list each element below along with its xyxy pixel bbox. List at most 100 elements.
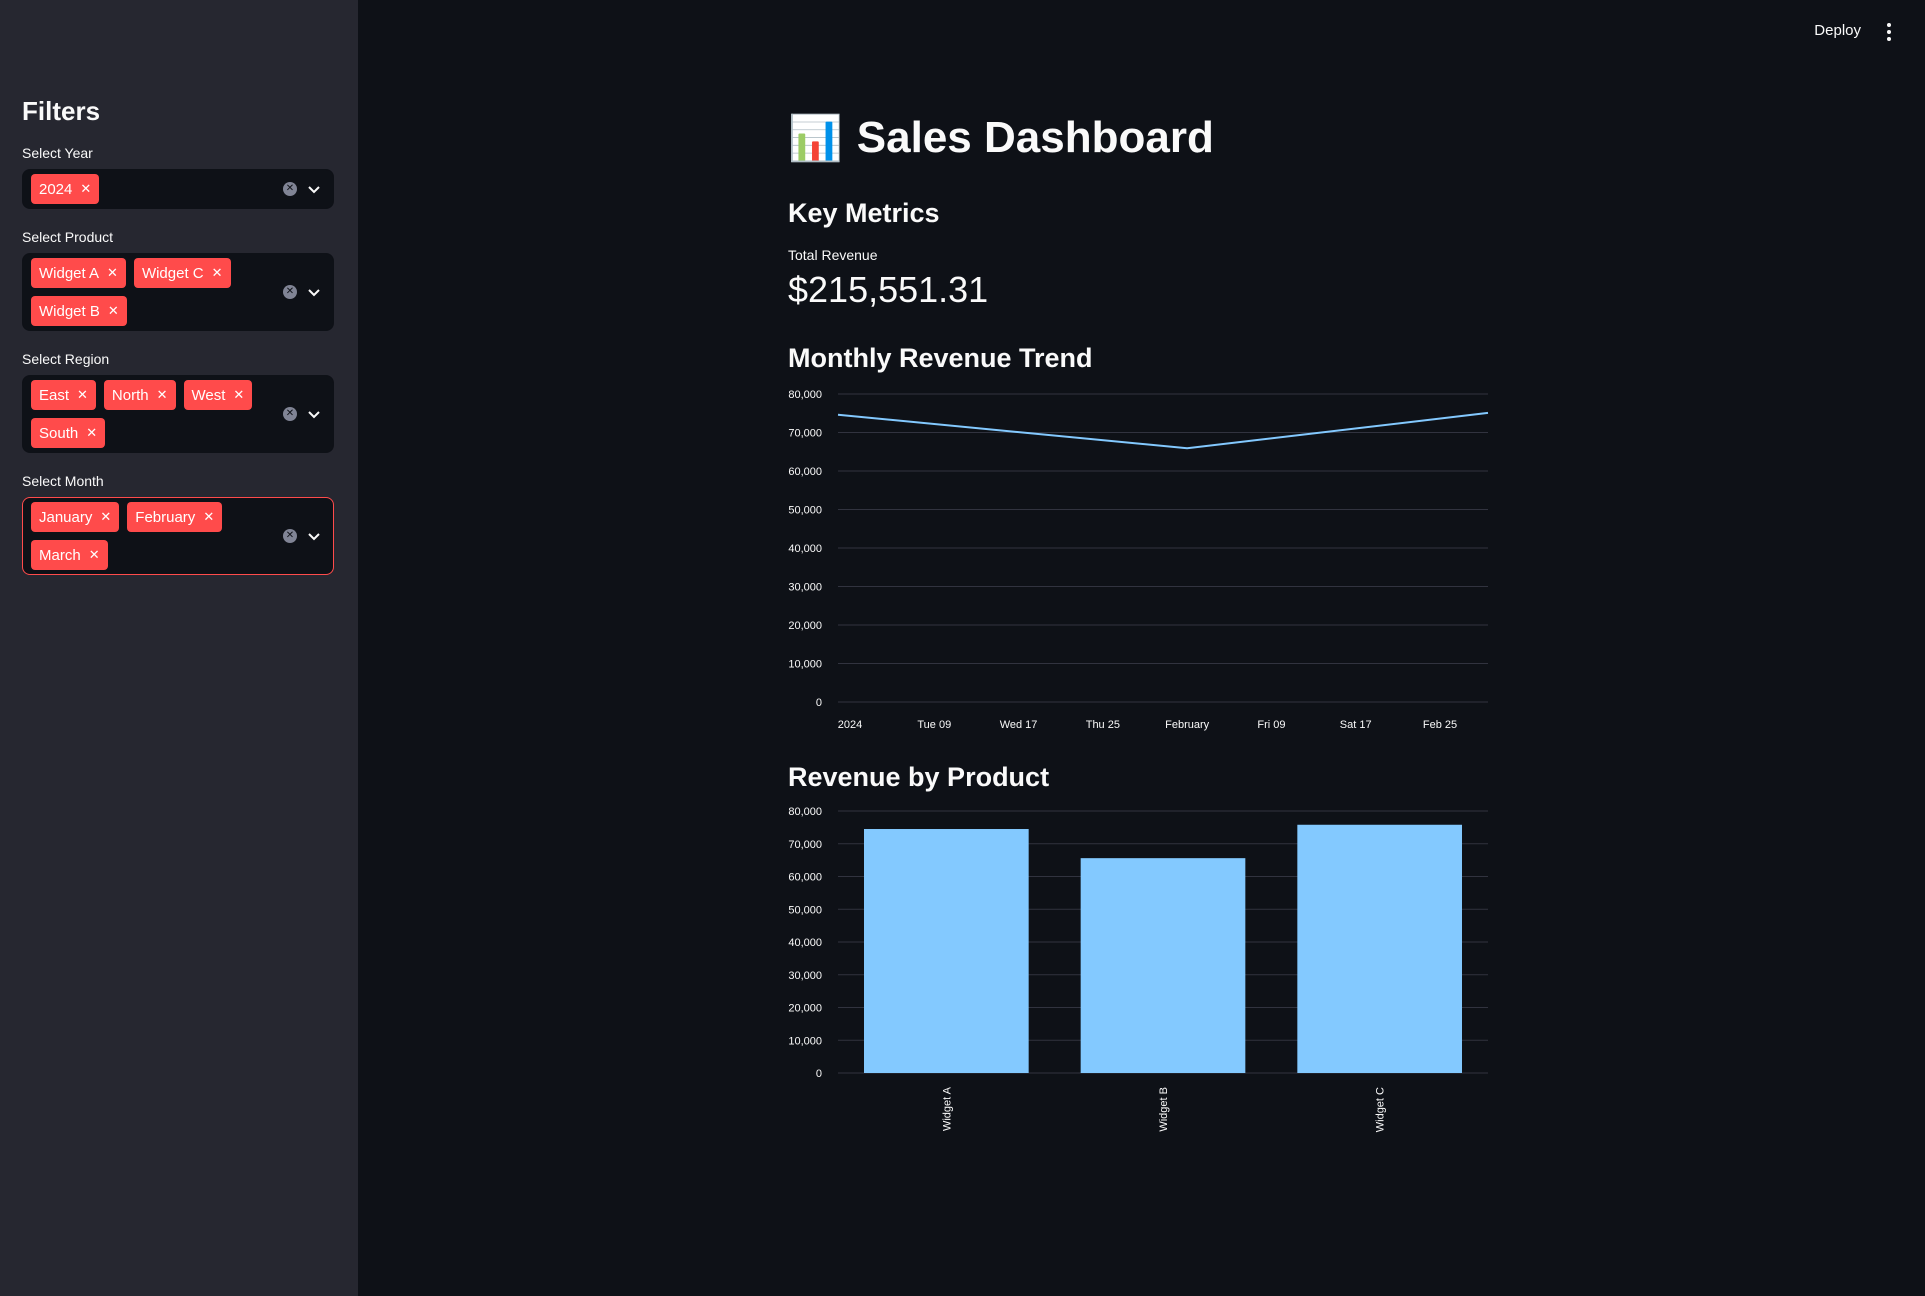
multiselect-select-month[interactable]: January ✕ February ✕ March ✕ ✕ — [22, 497, 334, 575]
page-title: 📊 Sales Dashboard — [788, 110, 1493, 166]
chip-label: Widget B — [39, 302, 100, 320]
product-heading: Revenue by Product — [788, 762, 1050, 792]
selected-chip: South ✕ — [31, 418, 106, 448]
y-tick-label: 50,000 — [788, 904, 822, 916]
selected-chip: January ✕ — [31, 502, 120, 532]
bar-widget-c[interactable] — [1297, 824, 1462, 1073]
selected-chip: Widget C ✕ — [133, 258, 231, 288]
chip-remove-icon[interactable]: ✕ — [86, 425, 98, 440]
y-tick-label: 70,000 — [788, 428, 822, 440]
sidebar: Filters Select Year 2024 ✕ ✕ Select Product W… — [0, 0, 358, 1296]
y-tick-label: 30,000 — [788, 970, 822, 982]
chip-list: January ✕ February ✕ March ✕ — [31, 502, 267, 570]
chip-label: East — [39, 386, 70, 404]
selected-chip: 2024 ✕ — [31, 174, 100, 204]
filter-label: Select Year — [22, 145, 93, 161]
chip-list: East ✕ North ✕ West ✕ South ✕ — [31, 380, 267, 448]
y-tick-label: 40,000 — [788, 543, 822, 555]
x-tick-label: Tue 09 — [917, 719, 951, 731]
chip-remove-icon[interactable]: ✕ — [203, 509, 215, 524]
clear-all-icon[interactable]: ✕ — [283, 285, 297, 299]
kebab-menu-icon[interactable] — [1881, 22, 1897, 42]
selected-chip: West ✕ — [183, 380, 253, 410]
chip-label: March — [39, 546, 81, 564]
line-chart[interactable]: 0 10,000 20,000 30,000 40,000 50,000 60,000 70,… — [788, 384, 1493, 744]
chip-remove-icon[interactable]: ✕ — [211, 265, 223, 280]
x-tick-label: Widget A — [941, 1086, 953, 1131]
main-content: 📊 Sales Dashboard Key Metrics Total Reve… — [788, 110, 1493, 1173]
filter-group: Select Product Widget A ✕ Widget C ✕ Widget B… — [22, 229, 336, 331]
bar-widget-a[interactable] — [864, 829, 1029, 1073]
bar-widget-b[interactable] — [1080, 858, 1246, 1073]
filter-label: Select Month — [22, 473, 104, 489]
multiselect-select-year[interactable]: 2024 ✕ ✕ — [22, 169, 334, 209]
chip-remove-icon[interactable]: ✕ — [100, 509, 112, 524]
y-tick-label: 70,000 — [788, 839, 822, 851]
chevron-down-icon[interactable] — [307, 182, 321, 196]
clear-all-icon[interactable]: ✕ — [283, 182, 297, 196]
chevron-down-icon[interactable] — [307, 529, 321, 543]
y-tick-label: 10,000 — [788, 659, 822, 671]
selected-chip: Widget B ✕ — [31, 296, 127, 326]
y-tick-label: 10,000 — [788, 1035, 822, 1047]
metric-total-revenue: Total Revenue $215,551.31 — [788, 247, 1493, 311]
selected-chip: East ✕ — [31, 380, 96, 410]
y-tick-label: 60,000 — [788, 466, 822, 478]
multiselect-select-product[interactable]: Widget A ✕ Widget C ✕ Widget B ✕ ✕ — [22, 253, 334, 331]
multiselect-select-region[interactable]: East ✕ North ✕ West ✕ South ✕ ✕ — [22, 375, 334, 453]
x-tick-label: February — [1165, 719, 1210, 731]
key-metrics-heading: Key Metrics — [788, 198, 940, 228]
bar-chart[interactable]: 0 10,000 20,000 30,000 40,000 50,000 60,000 70,… — [788, 803, 1493, 1173]
x-tick-label: 2024 — [838, 719, 862, 731]
filter-label: Select Region — [22, 351, 110, 367]
filter-group: Select Region East ✕ North ✕ West ✕ South ✕ ✕ — [22, 351, 336, 453]
chip-label: 2024 — [39, 180, 73, 198]
chip-label: February — [135, 508, 196, 526]
chip-remove-icon[interactable]: ✕ — [107, 303, 119, 318]
chip-remove-icon[interactable]: ✕ — [77, 387, 88, 402]
chip-remove-icon[interactable]: ✕ — [156, 387, 168, 402]
x-tick-label: Wed 17 — [1000, 719, 1038, 731]
chevron-down-icon[interactable] — [307, 407, 321, 421]
chip-label: Widget C — [141, 264, 204, 282]
multiselect-controls: ✕ — [283, 407, 321, 421]
selected-chip: March ✕ — [31, 540, 108, 570]
y-tick-label: 0 — [816, 697, 822, 709]
bar-chart-icon: 📊 — [788, 114, 843, 163]
chip-remove-icon[interactable]: ✕ — [107, 265, 118, 280]
multiselect-controls: ✕ — [283, 182, 321, 196]
deploy-button[interactable]: Deploy — [1814, 22, 1861, 39]
selected-chip: February ✕ — [127, 502, 223, 532]
clear-all-icon[interactable]: ✕ — [283, 529, 297, 543]
multiselect-controls: ✕ — [283, 285, 321, 299]
chevron-down-icon[interactable] — [307, 285, 321, 299]
filters-container: Select Year 2024 ✕ ✕ Select Product Widget A ✕… — [22, 145, 336, 575]
chip-remove-icon[interactable]: ✕ — [80, 181, 92, 196]
chip-list: 2024 ✕ — [31, 174, 267, 204]
chip-label: South — [39, 424, 79, 442]
y-tick-label: 20,000 — [788, 1003, 822, 1015]
metric-value: $215,551.31 — [788, 269, 989, 310]
filter-group: Select Year 2024 ✕ ✕ — [22, 145, 336, 209]
chip-label: North — [111, 386, 149, 404]
x-tick-label: Widget B — [1158, 1087, 1170, 1132]
x-tick-label: Fri 09 — [1257, 719, 1285, 731]
filter-label: Select Product — [22, 229, 114, 245]
selected-chip: Widget A ✕ — [31, 258, 126, 288]
chip-remove-icon[interactable]: ✕ — [233, 387, 245, 402]
chip-label: West — [191, 386, 226, 404]
multiselect-controls: ✕ — [283, 529, 321, 543]
chip-label: Widget A — [39, 264, 100, 282]
y-tick-label: 20,000 — [788, 620, 822, 632]
trend-heading: Monthly Revenue Trend — [788, 343, 1093, 373]
chip-list: Widget A ✕ Widget C ✕ Widget B ✕ — [31, 258, 267, 326]
filter-group: Select Month January ✕ February ✕ March ✕ ✕ — [22, 473, 336, 575]
x-tick-label: Feb 25 — [1423, 719, 1457, 731]
series-line-revenue[interactable] — [837, 411, 1489, 450]
clear-all-icon[interactable]: ✕ — [283, 407, 297, 421]
sidebar-title: Filters — [22, 96, 101, 126]
page-title-text: Sales Dashboard — [856, 113, 1214, 162]
chip-remove-icon[interactable]: ✕ — [88, 547, 100, 562]
metric-label: Total Revenue — [788, 247, 878, 263]
x-tick-label: Widget C — [1375, 1087, 1387, 1132]
